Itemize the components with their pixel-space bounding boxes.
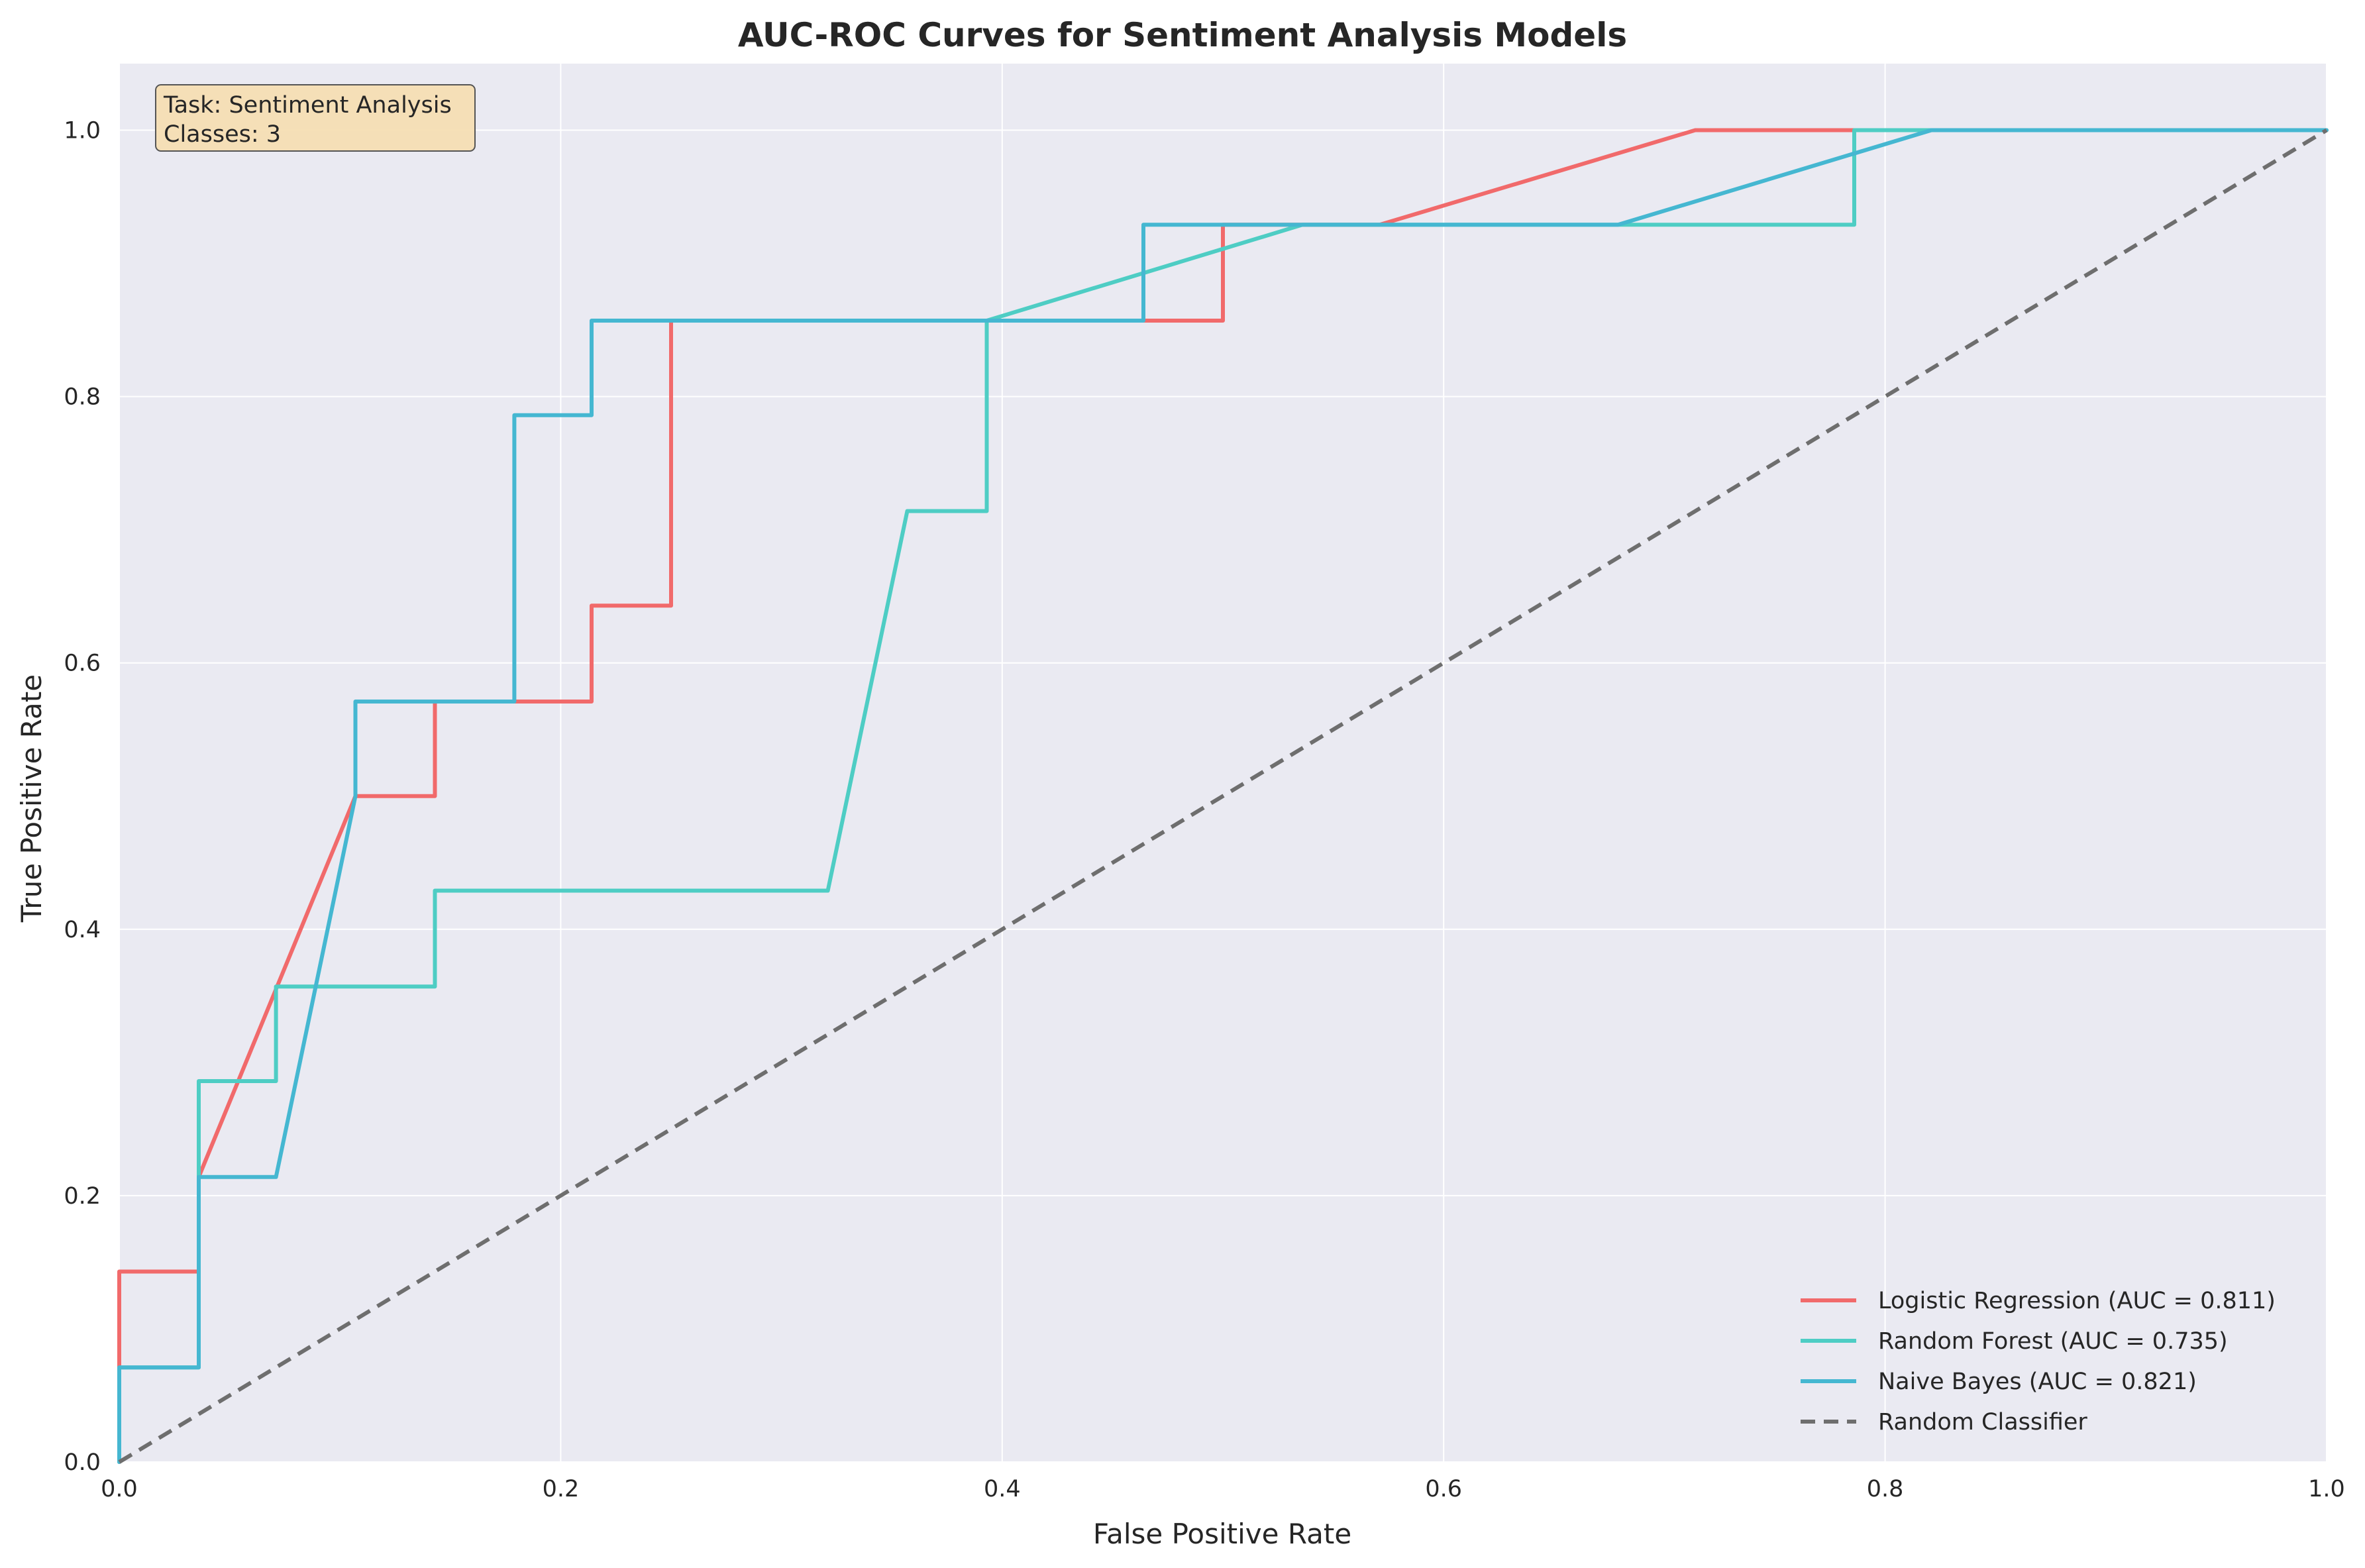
x-tick-label: 0.8 — [1867, 1476, 1904, 1502]
y-tick-label: 1.0 — [64, 118, 101, 144]
legend-label-2: Naive Bayes (AUC = 0.821) — [1878, 1369, 2197, 1395]
annotation-box: Task: Sentiment Analysis Classes: 3 — [155, 84, 476, 152]
x-tick-label: 0.6 — [1425, 1476, 1462, 1502]
series-line-3 — [118, 128, 2328, 1464]
y-tick-label: 0.6 — [64, 651, 101, 677]
y-tick-label: 0.8 — [64, 384, 101, 411]
y-tick-label: 0.0 — [64, 1449, 101, 1476]
y-tick-label: 0.2 — [64, 1183, 101, 1210]
series-line-2 — [117, 128, 2329, 1464]
legend-label-0: Logistic Regression (AUC = 0.811) — [1878, 1288, 2276, 1314]
x-tick-label: 0.2 — [543, 1476, 580, 1502]
annotation-classes: Classes: 3 — [164, 121, 281, 148]
legend: Logistic Regression (AUC = 0.811) Random … — [1801, 1288, 2276, 1436]
y-tick-label: 0.4 — [64, 917, 101, 943]
chart-title: AUC-ROC Curves for Sentiment Analysis Mo… — [738, 16, 1627, 54]
grid-lines — [119, 64, 2327, 1463]
legend-label-3: Random Classifier — [1878, 1409, 2087, 1436]
x-tick-label: 0.4 — [984, 1476, 1021, 1502]
x-axis-ticks: 0.0 0.2 0.4 0.6 0.8 1.0 — [101, 1476, 2345, 1502]
legend-label-1: Random Forest (AUC = 0.735) — [1878, 1328, 2228, 1355]
series-group — [117, 128, 2329, 1464]
annotation-task: Task: Sentiment Analysis — [163, 92, 452, 119]
x-tick-label: 0.0 — [101, 1476, 138, 1502]
y-axis-label: True Positive Rate — [15, 674, 48, 923]
x-tick-label: 1.0 — [2308, 1476, 2345, 1502]
x-axis-label: False Positive Rate — [1093, 1518, 1351, 1550]
y-axis-ticks: 0.0 0.2 0.4 0.6 0.8 1.0 — [64, 118, 101, 1476]
